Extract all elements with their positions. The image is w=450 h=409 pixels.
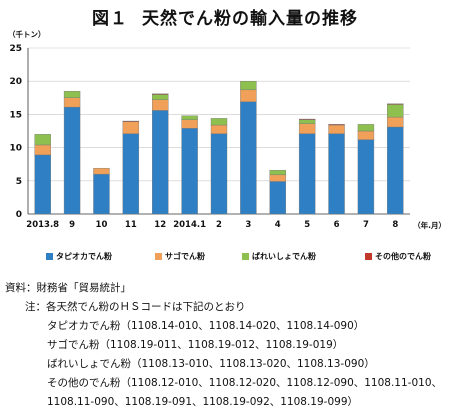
x-tick-label: 5: [304, 220, 310, 230]
bar-segment: [34, 134, 51, 146]
hs-code-other: その他のでん粉（1108.12-010、1108.12-020、1108.12-…: [47, 377, 443, 389]
bar-segment: [328, 124, 345, 134]
bar-segment: [63, 106, 81, 215]
chart-legend: タピオカでん粉 サゴでん粉 ばれいしょでん粉 その他のでん粉: [40, 247, 440, 267]
legend-label: ばれいしょでん粉: [252, 252, 316, 261]
y-tick-label: 5: [16, 177, 22, 187]
title-text: 天然でん粉の輸入量の推移: [142, 9, 358, 29]
x-axis-unit: （年.月）: [413, 220, 446, 230]
bar-segment: [122, 121, 140, 134]
legend-label: サゴでん粉: [165, 252, 205, 261]
x-tick-label: 9: [69, 220, 75, 230]
x-tick-label: 2014.1: [173, 220, 206, 230]
hs-code-potato: ばれいしょでん粉（1108.13-010、1108.13-020、1108.13…: [47, 358, 375, 370]
y-tick-label: 10: [9, 144, 22, 154]
bar-segment: [152, 110, 169, 215]
legend-item: ばれいしょでん粉: [242, 251, 316, 262]
legend-label: タピオカでん粉: [56, 252, 112, 261]
x-tick-label: 6: [334, 220, 340, 230]
bar-segment: [240, 80, 257, 91]
bar-segment: [357, 124, 375, 132]
figure-number: 図１: [92, 9, 128, 29]
bar-segment: [210, 118, 228, 126]
bar-segment: [387, 103, 404, 105]
x-tick-label: 3: [245, 220, 251, 230]
legend-item: タピオカでん粉: [46, 251, 112, 262]
x-tick-label: 11: [125, 220, 137, 230]
y-tick-label: 25: [9, 44, 22, 54]
bar-segment: [298, 119, 316, 124]
bar-segment: [210, 133, 228, 215]
x-tick-label: 12: [154, 220, 166, 230]
bar-segment: [387, 126, 404, 215]
y-tick-label: 15: [9, 110, 22, 120]
bar-segment: [181, 119, 198, 129]
x-tick-label: 2013.8: [26, 220, 59, 230]
x-tick-label: 2: [216, 220, 222, 230]
legend-swatch: [155, 253, 162, 260]
bar-segment: [328, 124, 345, 126]
bar-segment: [34, 144, 51, 156]
bar-segment: [357, 130, 375, 140]
bar-segment: [240, 101, 257, 215]
bar-segment: [298, 123, 316, 134]
bar-segment: [152, 99, 169, 111]
bar-segment: [240, 89, 257, 102]
bar-segment: [152, 94, 169, 100]
y-tick-label: 0: [16, 210, 22, 220]
bar-segment: [63, 97, 81, 108]
hs-code-sago: サゴでん粉（1108.19-011、1108.19-012、1108.19-01…: [47, 339, 344, 351]
bar-segment: [387, 104, 404, 118]
bar-segment: [181, 128, 198, 215]
bar-segment: [269, 174, 286, 182]
bar-segment: [210, 124, 228, 134]
chart-title: 図１ 天然でん粉の輸入量の推移: [0, 4, 450, 29]
bar-segment: [298, 118, 316, 120]
bar-segment: [34, 154, 51, 215]
hs-code-other-continued: 1108.11-090、1108.19-091、1108.19-092、1108…: [47, 396, 359, 408]
bar-segment: [93, 167, 110, 175]
x-tick-label: 10: [96, 220, 108, 230]
bar-segment: [387, 116, 404, 128]
bar-segment: [63, 90, 81, 99]
bar-segment: [269, 169, 286, 176]
legend-item: サゴでん粉: [155, 251, 205, 262]
legend-swatch: [46, 253, 53, 260]
source-note: 資料：財務省「貿易統計」: [5, 282, 131, 294]
bar-segment: [181, 115, 198, 120]
legend-label: その他のでん粉: [375, 252, 431, 261]
bar-segment: [328, 133, 345, 215]
y-axis-unit: （千トン）: [8, 29, 46, 39]
bar-segment: [152, 93, 169, 95]
legend-swatch: [242, 253, 249, 260]
bar-segment: [298, 133, 316, 215]
y-tick-label: 20: [9, 77, 22, 87]
bar-segment: [269, 181, 286, 215]
legend-swatch: [365, 253, 372, 260]
x-tick-label: 8: [392, 220, 398, 230]
bar-segment: [122, 120, 140, 122]
bar-segment: [93, 173, 110, 215]
hs-code-note-heading: 注：各天然でん粉のＨＳコードは下記のとおり: [25, 301, 246, 313]
legend-item: その他のでん粉: [365, 251, 431, 262]
hs-code-tapioca: タピオカでん粉（1108.14-010、1108.14-020、1108.14-…: [47, 320, 365, 332]
bar-segment: [357, 139, 375, 215]
x-tick-label: 4: [275, 220, 281, 230]
x-tick-label: 7: [363, 220, 369, 230]
bar-segment: [122, 133, 140, 215]
